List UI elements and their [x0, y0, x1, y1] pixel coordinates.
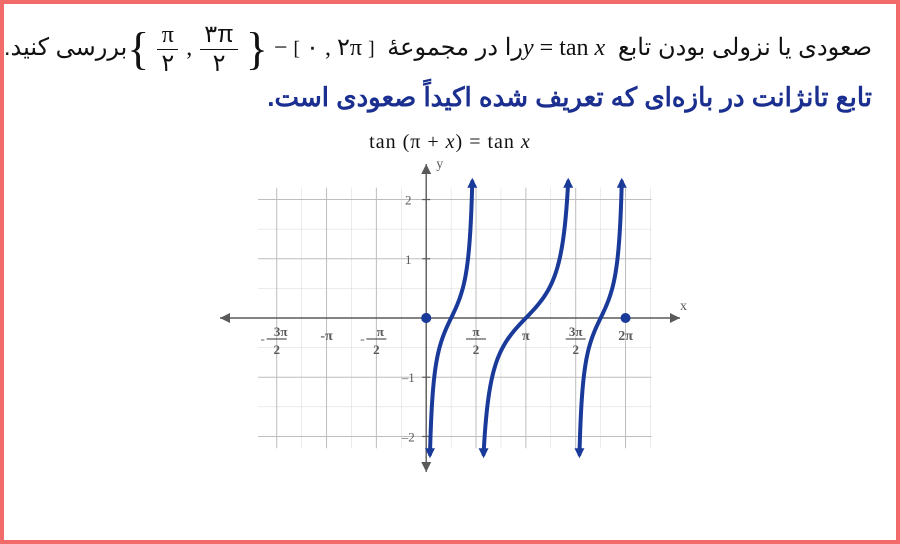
function-expr: y = tan x [523, 35, 611, 61]
svg-text:π: π [472, 324, 479, 339]
svg-text:–2: –2 [401, 429, 415, 444]
svg-text:2: 2 [405, 193, 412, 208]
tan-identity: tan (π + x) = tan x [28, 131, 872, 154]
svg-text:2π: 2π [618, 329, 633, 344]
problem-statement: صعودی یا نزولی بودن تابع y = tan x را در… [28, 22, 872, 76]
pre-text: صعودی یا نزولی بودن تابع [611, 34, 872, 61]
minus-sign: − [274, 35, 294, 61]
svg-text:2: 2 [572, 342, 579, 357]
interval: [ ۰ , ۲π ] [293, 35, 380, 61]
domain-set: { π ۲ , ۳π ۲ } [127, 35, 274, 61]
svg-text:-: - [261, 331, 265, 346]
frac-pi-2: π ۲ [157, 23, 178, 76]
frac-3pi-2: ۳π ۲ [200, 23, 237, 76]
answer-statement: تابع تانژانت در بازه‌ای که تعریف شده اکی… [28, 82, 872, 113]
mid-text: را در مجموعهٔ [381, 34, 523, 61]
svg-text:-: - [360, 331, 364, 346]
svg-text:3π: 3π [274, 324, 288, 339]
svg-text:1: 1 [405, 252, 412, 267]
svg-text:–1: –1 [401, 370, 415, 385]
svg-text:2: 2 [473, 342, 480, 357]
svg-text:3π: 3π [569, 324, 583, 339]
tan-graph: xy–2–1123π-2-ππ-2π2π3π22π [210, 158, 690, 478]
svg-text:2: 2 [273, 342, 280, 357]
svg-text:2: 2 [373, 342, 380, 357]
svg-text:y: y [436, 158, 443, 172]
svg-text:π: π [377, 324, 384, 339]
svg-text:-π: -π [320, 329, 333, 344]
post-text: بررسی کنید. [4, 34, 127, 61]
svg-text:x: x [680, 299, 687, 314]
svg-text:π: π [522, 329, 530, 344]
